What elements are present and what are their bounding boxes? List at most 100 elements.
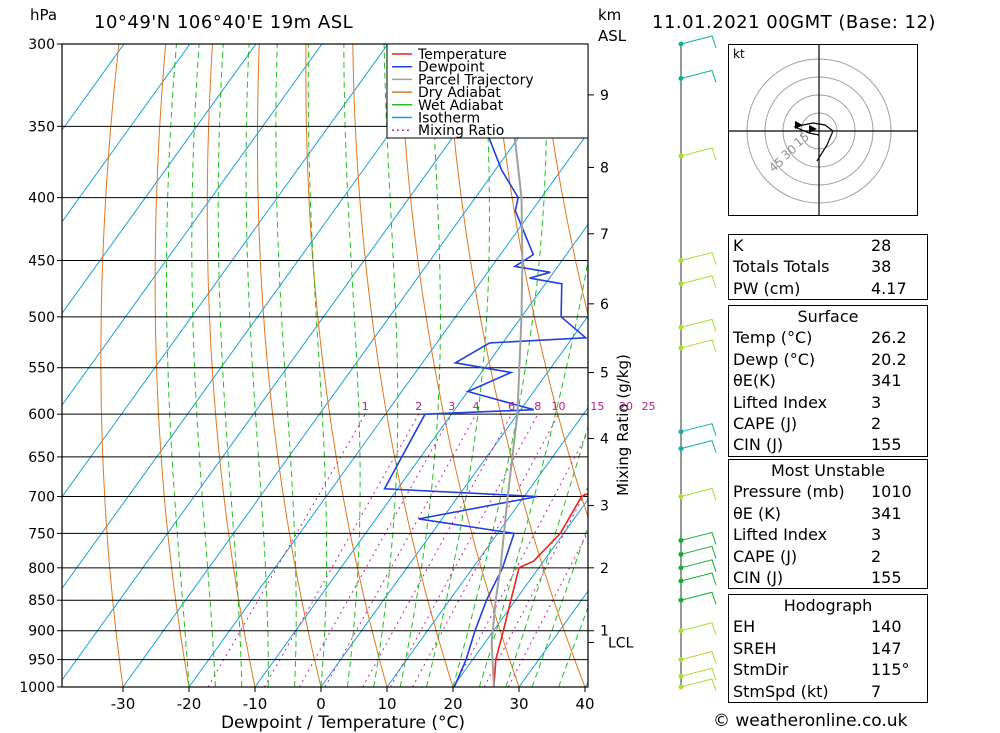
table-title: Most Unstable (771, 461, 885, 480)
table-row: StmSpd (kt) 7 (729, 681, 927, 702)
wind-barb (680, 339, 717, 353)
isotherm-line (62, 44, 191, 223)
legend-label: Parcel Trajectory (418, 72, 534, 88)
table-row: Dewp (°C) 20.2 (729, 349, 927, 370)
pressure-tick-label: 450 (28, 254, 55, 270)
hodograph: kt 15 30 45 (728, 44, 918, 216)
row-label: SREH (733, 638, 777, 658)
mixing-ratio-label: 8 (534, 400, 541, 413)
mixing-ratio-label: 6 (508, 400, 515, 413)
mixing-ratio-axis-label: Mixing Ratio (g/kg) (614, 354, 632, 496)
mixing-ratio-label: 2 (415, 400, 422, 413)
isotherm-line (62, 44, 323, 406)
storm-motion-marker (795, 121, 817, 133)
dry-adiabat-line (100, 44, 124, 687)
row-value: 140 (871, 617, 902, 637)
row-value: 38 (871, 257, 892, 277)
x-tick-label: 10 (377, 695, 396, 713)
pressure-tick-label: 950 (28, 653, 55, 669)
dry-adiabat-line (352, 44, 454, 687)
pressure-tick-label: 400 (28, 191, 55, 207)
table-row: θE(K) 341 (729, 370, 927, 391)
row-label: Pressure (mb) (733, 482, 845, 502)
wind-barb (680, 487, 717, 501)
table-row: PW (cm) 4.17 (729, 278, 927, 299)
wet-adiabat-line (217, 44, 243, 687)
wind-barb (680, 545, 717, 559)
x-tick-label: -30 (111, 695, 136, 713)
table-row: EH 140 (729, 616, 927, 637)
row-label: EH (733, 617, 756, 637)
wind-profile (678, 35, 717, 692)
wind-barb (680, 69, 717, 83)
wet-adiabat-line (505, 424, 588, 687)
wind-barb (680, 651, 717, 664)
isotherm-line (62, 44, 257, 315)
mixing-ratio-line (389, 413, 539, 687)
location-title: 10°49'N 106°40'E 19m ASL (94, 12, 354, 33)
wind-barb (680, 622, 717, 635)
isotherm-line (188, 131, 588, 687)
table-row: SREH 147 (729, 638, 927, 659)
table-row: Pressure (mb) 1010 (729, 481, 927, 502)
wind-barb (680, 440, 717, 453)
mixing-ratio-label: 20 (619, 400, 633, 413)
mixing-ratio-line (362, 413, 513, 687)
x-tick-label: 40 (575, 695, 594, 713)
height-tick-label: LCL (608, 635, 634, 651)
table-row: CAPE (J) 2 (729, 413, 927, 434)
height-tick-label: 6 (600, 297, 609, 313)
table-row: StmDir 115° (729, 659, 927, 680)
row-label: CAPE (J) (733, 413, 798, 433)
pressure-tick-label: 550 (28, 361, 55, 377)
wet-adiabat-line (373, 44, 399, 687)
height-tick-label: 3 (600, 499, 609, 515)
pressure-unit: hPa (30, 6, 58, 24)
dry-adiabat-line (206, 44, 256, 687)
row-value: 2 (871, 546, 882, 566)
table-row: CAPE (J) 2 (729, 546, 927, 567)
isotherm-line (62, 44, 521, 681)
dewpoint-line (383, 44, 588, 687)
mixing-ratio-line (207, 413, 366, 687)
mixing-ratio-label: 10 (552, 400, 566, 413)
plot-area (62, 44, 588, 687)
row-value: 341 (871, 503, 902, 523)
table-row: θE (K) 341 (729, 503, 927, 524)
x-tick-label: -20 (177, 695, 202, 713)
row-value: 1010 (871, 482, 912, 502)
table-title: Surface (797, 307, 859, 326)
height-tick-label: 8 (600, 160, 609, 176)
mixing-ratio-label: 15 (590, 400, 604, 413)
row-label: PW (cm) (733, 278, 801, 298)
table-title: Hodograph (783, 596, 873, 615)
height-unit: km (598, 6, 622, 24)
surface-table: Surface Temp (°C) 26.2 Dewp (°C) 20.2 θE(K) 34… (728, 305, 928, 457)
most-unstable-table: Most Unstable Pressure (mb) 1010 θE (K) 341 L… (728, 459, 928, 590)
x-tick-label: 30 (509, 695, 528, 713)
x-tick-label: -10 (243, 695, 268, 713)
isotherm-line (122, 44, 587, 687)
mixing-ratio-line (298, 413, 453, 687)
row-label: Temp (°C) (733, 328, 813, 348)
row-value: 155 (871, 435, 902, 455)
pressure-tick-label: 500 (28, 310, 55, 326)
wet-adiabat-line (275, 44, 297, 687)
pressure-tick-label: 1000 (19, 680, 55, 696)
wind-barb (680, 591, 717, 605)
wet-adiabat-line (166, 44, 190, 687)
indices-table: K 28 Totals Totals 38 PW (cm) 4.17 (728, 234, 928, 301)
height-tick-label: 7 (600, 227, 609, 243)
dry-adiabat-line (539, 44, 588, 317)
isotherm-line (320, 315, 588, 687)
wind-barb (680, 667, 717, 681)
row-value: 115° (871, 660, 910, 680)
row-value: 2 (871, 413, 882, 433)
row-label: Dewp (°C) (733, 349, 816, 369)
mixing-ratio-line (263, 413, 420, 687)
wind-barb (680, 423, 717, 436)
hodograph-stats-table: Hodograph EH 140 SREH 147 StmDir 115° StmSpd (k… (728, 594, 928, 703)
